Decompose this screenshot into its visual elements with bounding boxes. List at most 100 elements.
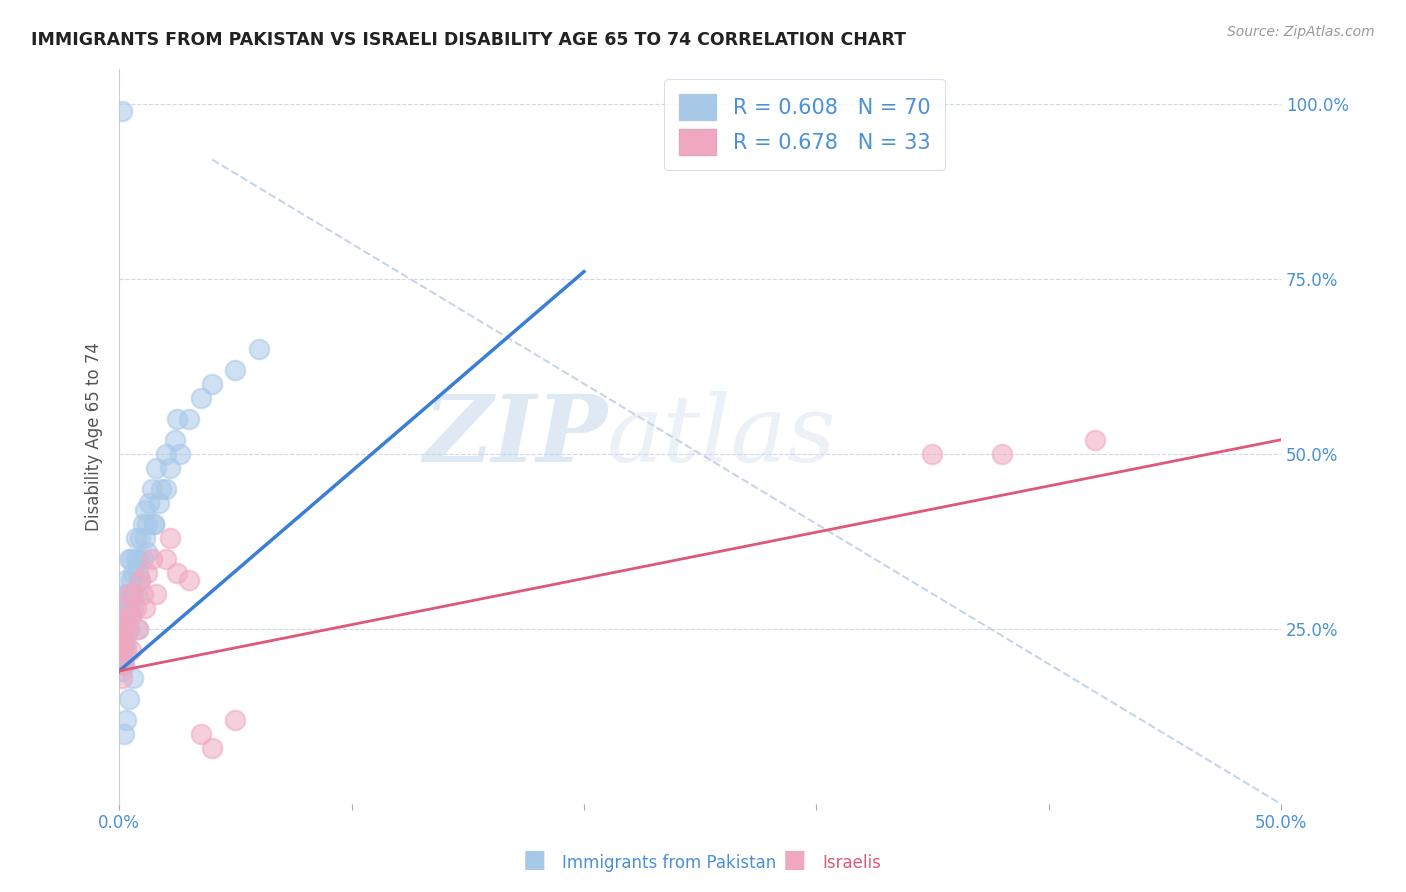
- Text: Israelis: Israelis: [823, 855, 882, 872]
- Point: [117, 692, 139, 706]
- Point: [122, 671, 145, 685]
- Text: ■: ■: [523, 848, 546, 872]
- Point: [115, 573, 138, 587]
- Point: [110, 664, 132, 678]
- Point: [131, 587, 153, 601]
- Point: [112, 615, 135, 629]
- Point: [131, 516, 153, 531]
- Text: ■: ■: [783, 848, 806, 872]
- Point: [169, 447, 191, 461]
- Point: [112, 636, 135, 650]
- Point: [155, 551, 177, 566]
- Point: [122, 587, 145, 601]
- Point: [190, 391, 212, 405]
- Point: [190, 727, 212, 741]
- Point: [150, 482, 173, 496]
- Point: [134, 600, 156, 615]
- Point: [110, 103, 132, 118]
- Point: [112, 622, 135, 636]
- Y-axis label: Disability Age 65 to 74: Disability Age 65 to 74: [86, 342, 103, 531]
- Point: [138, 496, 160, 510]
- Point: [136, 566, 159, 580]
- Text: IMMIGRANTS FROM PAKISTAN VS ISRAELI DISABILITY AGE 65 TO 74 CORRELATION CHART: IMMIGRANTS FROM PAKISTAN VS ISRAELI DISA…: [31, 31, 905, 49]
- Point: [112, 657, 135, 671]
- Point: [112, 600, 135, 615]
- Point: [166, 566, 188, 580]
- Point: [112, 643, 135, 657]
- Point: [112, 636, 135, 650]
- Point: [127, 551, 149, 566]
- Point: [131, 551, 153, 566]
- Point: [115, 713, 138, 727]
- Legend: R = 0.608   N = 70, R = 0.678   N = 33: R = 0.608 N = 70, R = 0.678 N = 33: [664, 78, 945, 170]
- Point: [115, 600, 138, 615]
- Point: [120, 551, 142, 566]
- Point: [112, 622, 135, 636]
- Point: [155, 482, 177, 496]
- Point: [145, 460, 167, 475]
- Point: [110, 671, 132, 685]
- Point: [115, 643, 138, 657]
- Point: [127, 622, 149, 636]
- Point: [136, 516, 159, 531]
- Point: [122, 566, 145, 580]
- Point: [110, 636, 132, 650]
- Point: [120, 607, 142, 622]
- Point: [145, 587, 167, 601]
- Point: [224, 713, 246, 727]
- Point: [110, 643, 132, 657]
- Point: [921, 447, 943, 461]
- Point: [110, 657, 132, 671]
- Point: [201, 741, 224, 756]
- Point: [124, 600, 146, 615]
- Point: [115, 587, 138, 601]
- Point: [117, 622, 139, 636]
- Point: [120, 607, 142, 622]
- Point: [136, 545, 159, 559]
- Point: [112, 727, 135, 741]
- Point: [122, 587, 145, 601]
- Point: [117, 551, 139, 566]
- Point: [110, 649, 132, 664]
- Point: [124, 551, 146, 566]
- Point: [117, 600, 139, 615]
- Point: [120, 573, 142, 587]
- Text: atlas: atlas: [607, 392, 837, 482]
- Point: [129, 573, 152, 587]
- Point: [141, 551, 163, 566]
- Point: [117, 587, 139, 601]
- Point: [155, 447, 177, 461]
- Point: [108, 629, 131, 643]
- Point: [224, 362, 246, 376]
- Point: [159, 460, 181, 475]
- Point: [115, 636, 138, 650]
- Point: [115, 600, 138, 615]
- Text: ZIP: ZIP: [423, 392, 607, 482]
- Text: Source: ZipAtlas.com: Source: ZipAtlas.com: [1227, 25, 1375, 39]
- Text: Immigrants from Pakistan: Immigrants from Pakistan: [562, 855, 776, 872]
- Point: [129, 531, 152, 545]
- Point: [110, 657, 132, 671]
- Point: [201, 376, 224, 391]
- Point: [124, 531, 146, 545]
- Point: [110, 643, 132, 657]
- Point: [120, 587, 142, 601]
- Point: [163, 433, 186, 447]
- Point: [143, 516, 166, 531]
- Point: [177, 573, 200, 587]
- Point: [124, 587, 146, 601]
- Point: [108, 629, 131, 643]
- Point: [148, 496, 170, 510]
- Point: [117, 587, 139, 601]
- Point: [112, 657, 135, 671]
- Point: [134, 531, 156, 545]
- Point: [159, 531, 181, 545]
- Point: [122, 600, 145, 615]
- Point: [110, 622, 132, 636]
- Point: [129, 573, 152, 587]
- Point: [991, 447, 1014, 461]
- Point: [115, 622, 138, 636]
- Point: [120, 643, 142, 657]
- Point: [110, 629, 132, 643]
- Point: [127, 622, 149, 636]
